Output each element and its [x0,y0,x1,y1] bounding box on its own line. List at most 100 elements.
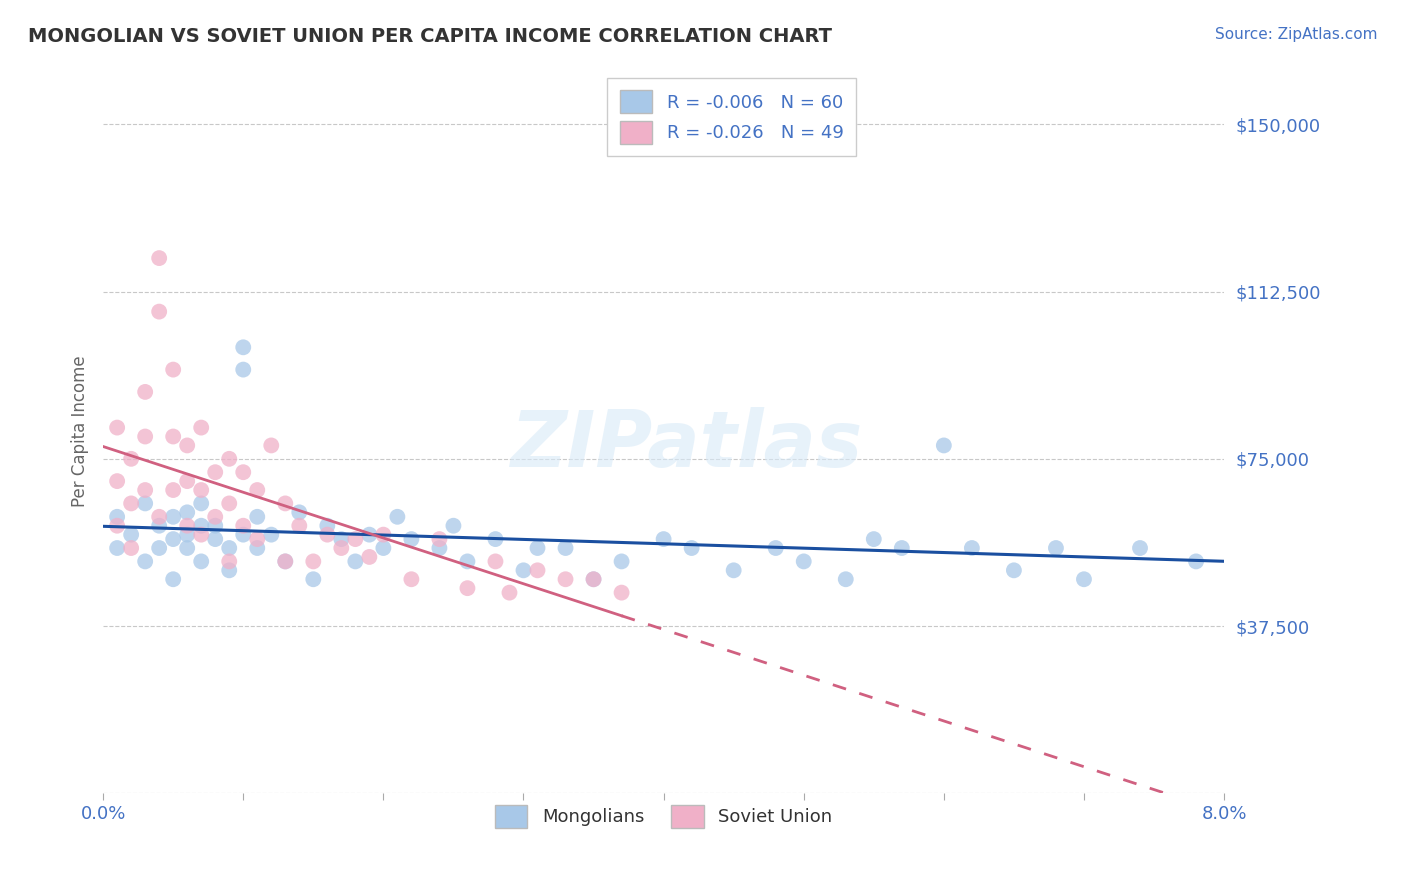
Point [105,518,128,533]
Point [765,541,787,555]
Point [204,518,226,533]
Point [134,554,156,568]
Point [960,541,983,555]
Point [134,384,156,399]
Y-axis label: Per Capita Income: Per Capita Income [72,355,89,507]
Point [246,483,269,497]
Point [610,585,633,599]
Point [148,251,170,265]
Point [610,554,633,568]
Point [835,572,858,586]
Point [862,532,884,546]
Point [359,549,381,564]
Point [526,563,548,577]
Point [134,429,156,443]
Point [1002,563,1025,577]
Point [582,572,605,586]
Point [232,518,254,533]
Point [932,438,955,452]
Point [512,563,534,577]
Point [274,496,297,510]
Point [134,496,156,510]
Point [288,518,311,533]
Point [134,483,156,497]
Point [176,541,198,555]
Point [120,451,142,466]
Point [232,527,254,541]
Point [218,541,240,555]
Point [176,505,198,519]
Point [190,554,212,568]
Point [554,541,576,555]
Point [274,554,297,568]
Point [148,509,170,524]
Point [526,541,548,555]
Point [105,420,128,434]
Point [441,518,464,533]
Point [218,451,240,466]
Point [120,496,142,510]
Point [176,518,198,533]
Point [1129,541,1152,555]
Point [162,532,184,546]
Point [373,527,395,541]
Point [148,541,170,555]
Point [176,474,198,488]
Point [890,541,912,555]
Point [105,541,128,555]
Point [218,496,240,510]
Point [218,563,240,577]
Point [218,554,240,568]
Point [232,465,254,479]
Point [456,554,478,568]
Point [681,541,703,555]
Point [359,527,381,541]
Point [190,527,212,541]
Point [498,585,520,599]
Point [330,532,353,546]
Legend: Mongolians, Soviet Union: Mongolians, Soviet Union [488,797,839,835]
Text: ZIPatlas: ZIPatlas [510,408,862,483]
Point [190,483,212,497]
Point [120,541,142,555]
Point [246,541,269,555]
Point [302,572,325,586]
Point [162,429,184,443]
Point [1185,554,1208,568]
Point [162,572,184,586]
Point [260,527,283,541]
Point [162,362,184,376]
Point [190,518,212,533]
Point [484,554,506,568]
Point [162,509,184,524]
Point [429,541,451,555]
Point [246,532,269,546]
Point [330,541,353,555]
Point [316,527,339,541]
Point [176,438,198,452]
Point [232,340,254,354]
Text: Source: ZipAtlas.com: Source: ZipAtlas.com [1215,27,1378,42]
Point [387,509,409,524]
Point [456,581,478,595]
Point [344,532,367,546]
Point [401,572,423,586]
Point [148,304,170,318]
Point [204,532,226,546]
Point [148,518,170,533]
Point [652,532,675,546]
Point [260,438,283,452]
Point [176,527,198,541]
Point [105,474,128,488]
Point [316,518,339,533]
Point [582,572,605,586]
Point [204,509,226,524]
Point [288,505,311,519]
Point [1045,541,1067,555]
Point [401,532,423,546]
Point [429,532,451,546]
Text: MONGOLIAN VS SOVIET UNION PER CAPITA INCOME CORRELATION CHART: MONGOLIAN VS SOVIET UNION PER CAPITA INC… [28,27,832,45]
Point [373,541,395,555]
Point [554,572,576,586]
Point [120,527,142,541]
